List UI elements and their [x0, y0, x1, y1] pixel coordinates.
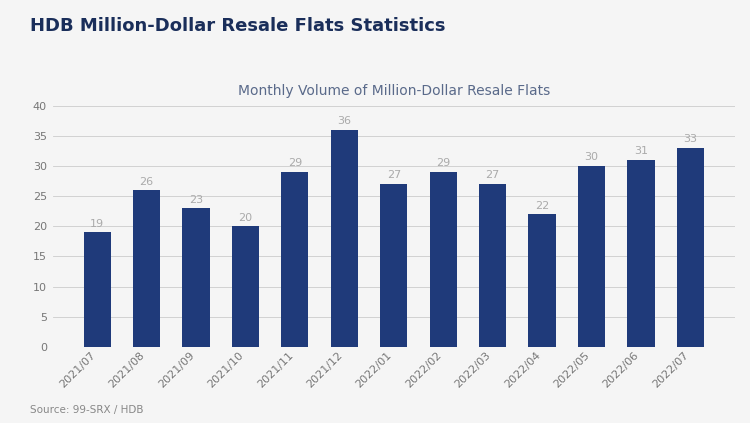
- Text: 20: 20: [238, 213, 253, 222]
- Bar: [182, 208, 209, 347]
- Bar: [133, 190, 160, 347]
- Text: 27: 27: [485, 170, 500, 181]
- Bar: [281, 172, 308, 347]
- Text: 33: 33: [683, 135, 698, 144]
- Text: 26: 26: [140, 176, 154, 187]
- Bar: [479, 184, 506, 347]
- Text: 30: 30: [584, 152, 598, 162]
- Bar: [380, 184, 407, 347]
- Bar: [578, 166, 605, 347]
- Text: Source: 99-SRX / HDB: Source: 99-SRX / HDB: [30, 404, 143, 415]
- Bar: [627, 160, 655, 347]
- Text: 36: 36: [338, 116, 351, 126]
- Text: 22: 22: [535, 201, 549, 211]
- Bar: [529, 214, 556, 347]
- Title: Monthly Volume of Million-Dollar Resale Flats: Monthly Volume of Million-Dollar Resale …: [238, 84, 550, 98]
- Bar: [676, 148, 704, 347]
- Text: 29: 29: [288, 159, 302, 168]
- Text: 31: 31: [634, 146, 648, 157]
- Bar: [430, 172, 457, 347]
- Bar: [331, 130, 358, 347]
- Bar: [232, 226, 259, 347]
- Text: 23: 23: [189, 195, 203, 205]
- Bar: [83, 232, 111, 347]
- Text: HDB Million-Dollar Resale Flats Statistics: HDB Million-Dollar Resale Flats Statisti…: [30, 17, 445, 35]
- Text: 19: 19: [90, 219, 104, 229]
- Text: 27: 27: [387, 170, 400, 181]
- Text: 29: 29: [436, 159, 450, 168]
